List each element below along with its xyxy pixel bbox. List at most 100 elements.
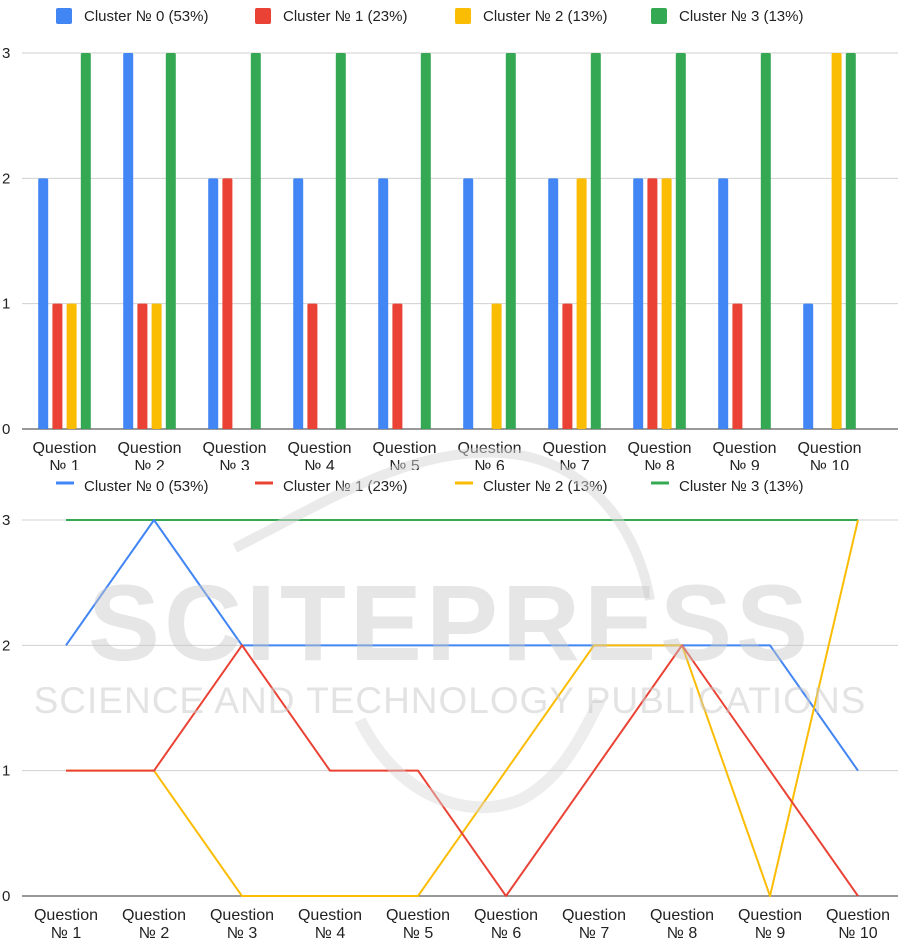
line-chart-x-tick-label: Question № 7 <box>562 907 626 942</box>
line-chart-x-tick-label: Question № 6 <box>474 907 538 942</box>
line-chart-x-tick-label: Question № 3 <box>210 907 274 942</box>
line-chart-lines <box>65 519 859 897</box>
bar-4-series-0 <box>378 178 389 429</box>
bar-1-series-3 <box>165 53 176 429</box>
line-chart-legend-label-2: Cluster № 2 (13%) <box>483 478 607 495</box>
bar-chart-legend-label-1: Cluster № 1 (23%) <box>283 8 407 25</box>
line-series-1 <box>66 644 859 897</box>
bar-8-series-1 <box>732 303 743 429</box>
line-chart-x-tick-label-line: Question <box>738 907 802 924</box>
bar-chart-x-tick-label: Question № 4 <box>287 440 351 470</box>
bar-7-series-3 <box>675 53 686 429</box>
bar-chart-x-tick-label-line: № 5 <box>389 458 420 470</box>
bar-chart-y-tick-label: 3 <box>2 45 10 62</box>
line-chart-x-tick-label: Question № 9 <box>738 907 802 942</box>
bar-chart-x-tick-label-line: Question <box>202 440 266 457</box>
line-chart-x-tick-label: Question № 2 <box>122 907 186 942</box>
line-chart-x-tick-label-line: Question <box>210 907 274 924</box>
line-chart-x-tick-label-line: № 10 <box>838 925 878 942</box>
bar-chart-legend-swatch-0 <box>56 8 72 24</box>
bar-chart-legend: Cluster № 0 (53%) Cluster № 1 (23%) Cluste… <box>56 8 803 25</box>
bar-5-series-2 <box>491 303 502 429</box>
line-chart-x-tick-label-line: Question <box>298 907 362 924</box>
line-chart-x-tick-label-line: № 2 <box>139 925 170 942</box>
bar-chart-bars <box>38 53 856 429</box>
bar-6-series-2 <box>576 178 587 429</box>
bar-chart-legend-swatch-3 <box>651 8 667 24</box>
bar-6-series-0 <box>548 178 559 429</box>
bar-chart-x-tick-label: Question № 9 <box>712 440 776 470</box>
bar-chart-legend-label-2: Cluster № 2 (13%) <box>483 8 607 25</box>
bar-9-series-3 <box>845 53 856 429</box>
line-chart-x-tick-label-line: № 6 <box>491 925 522 942</box>
line-chart-x-tick-label-line: Question <box>474 907 538 924</box>
bar-chart-x-tick-label: Question № 8 <box>627 440 691 470</box>
bar-chart-legend-swatch-1 <box>255 8 271 24</box>
line-chart: Cluster № 0 (53%) Cluster № 1 (23%) Cluste… <box>2 478 898 942</box>
line-chart-x-tick-label: Question № 5 <box>386 907 450 942</box>
bar-7-series-0 <box>633 178 644 429</box>
bar-chart-x-tick-label-line: Question <box>287 440 351 457</box>
bar-4-series-3 <box>420 53 431 429</box>
line-chart-y-tick-labels: 0 1 2 3 <box>2 512 10 905</box>
bar-chart-x-tick-label-line: Question <box>627 440 691 457</box>
bar-1-series-2 <box>151 303 162 429</box>
bar-3-series-0 <box>293 178 304 429</box>
bar-7-series-1 <box>647 178 658 429</box>
bar-chart-x-tick-label: Question № 1 <box>32 440 96 470</box>
bar-chart-x-tick-label: Question № 7 <box>542 440 606 470</box>
bar-7-series-2 <box>661 178 672 429</box>
line-chart-x-tick-label-line: Question <box>562 907 626 924</box>
line-chart-x-tick-label-line: Question <box>122 907 186 924</box>
line-chart-x-tick-label-line: Question <box>650 907 714 924</box>
bar-chart: Cluster № 0 (53%) Cluster № 1 (23%) Cluste… <box>2 8 898 470</box>
bar-1-series-1 <box>137 303 148 429</box>
line-chart-y-tick-label: 1 <box>2 763 10 780</box>
bar-0-series-2 <box>66 303 77 429</box>
line-chart-x-tick-label: Question № 4 <box>298 907 362 942</box>
line-series-2 <box>66 519 859 897</box>
bar-chart-x-tick-label-line: № 4 <box>304 458 335 470</box>
bar-chart-legend-swatch-2 <box>455 8 471 24</box>
line-chart-x-tick-label: Question № 8 <box>650 907 714 942</box>
line-series-0 <box>65 519 859 772</box>
bar-chart-x-tick-label: Question № 10 <box>797 440 861 470</box>
line-chart-x-tick-label-line: № 7 <box>579 925 610 942</box>
bar-chart-legend-label-3: Cluster № 3 (13%) <box>679 8 803 25</box>
bar-chart-y-tick-label: 1 <box>2 296 10 313</box>
bar-chart-x-tick-label-line: Question <box>457 440 521 457</box>
bar-chart-y-tick-labels: 0 1 2 3 <box>2 45 10 438</box>
bar-chart-x-tick-label-line: № 10 <box>810 458 850 470</box>
bar-9-series-0 <box>803 303 814 429</box>
line-chart-x-tick-label: Question № 1 <box>34 907 98 942</box>
bar-5-series-0 <box>463 178 474 429</box>
bar-chart-x-tick-label-line: № 2 <box>134 458 165 470</box>
bar-chart-x-tick-label-line: № 8 <box>644 458 675 470</box>
line-chart-legend: Cluster № 0 (53%) Cluster № 1 (23%) Cluste… <box>56 478 803 495</box>
bar-chart-x-tick-label-line: № 9 <box>729 458 760 470</box>
bar-chart-x-tick-label-line: Question <box>712 440 776 457</box>
bar-chart-x-tick-label-line: Question <box>117 440 181 457</box>
line-chart-x-tick-label-line: Question <box>826 907 890 924</box>
bar-3-series-3 <box>335 53 346 429</box>
bar-chart-x-tick-label-line: Question <box>797 440 861 457</box>
bar-chart-y-tick-label: 2 <box>2 170 10 187</box>
bar-chart-x-tick-label: Question № 3 <box>202 440 266 470</box>
bar-chart-x-tick-label-line: № 3 <box>219 458 250 470</box>
bar-chart-x-tick-label-line: № 7 <box>559 458 590 470</box>
bar-chart-x-tick-label-line: № 6 <box>474 458 505 470</box>
bar-3-series-1 <box>307 303 318 429</box>
line-chart-legend-label-0: Cluster № 0 (53%) <box>84 478 208 495</box>
bar-0-series-1 <box>52 303 63 429</box>
bar-chart-x-tick-label-line: Question <box>542 440 606 457</box>
line-chart-legend-label-3: Cluster № 3 (13%) <box>679 478 803 495</box>
bar-2-series-1 <box>222 178 233 429</box>
bar-8-series-0 <box>718 178 729 429</box>
bar-chart-x-tick-label-line: Question <box>32 440 96 457</box>
line-chart-x-tick-label-line: № 3 <box>227 925 258 942</box>
line-chart-x-tick-label-line: № 4 <box>315 925 346 942</box>
bar-chart-x-tick-label-line: № 1 <box>49 458 80 470</box>
line-chart-x-tick-label-line: № 5 <box>403 925 434 942</box>
